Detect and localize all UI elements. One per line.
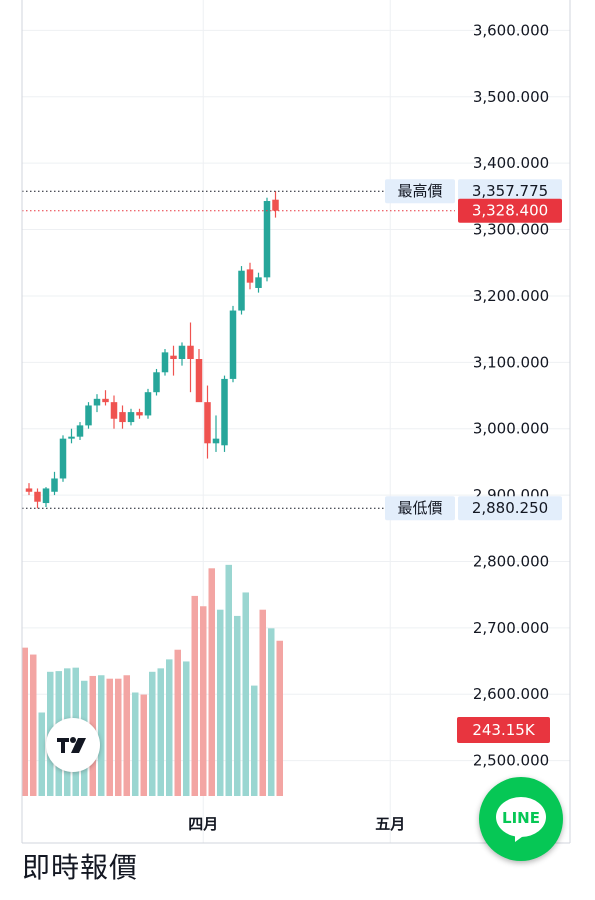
- candle-body: [187, 345, 194, 360]
- candle-body: [153, 372, 160, 393]
- price-markers: [22, 190, 455, 509]
- volume-bar: [115, 678, 122, 796]
- candle-body: [34, 491, 41, 502]
- candle-body: [161, 352, 169, 373]
- volume-bar: [183, 661, 190, 796]
- y-tick-label: 3,000.000: [473, 420, 549, 438]
- candle-body: [102, 398, 109, 403]
- volume-bar: [106, 678, 113, 796]
- candle-body: [76, 425, 84, 437]
- y-axis-ticks: 2,500.0002,600.0002,700.0002,800.0002,90…: [473, 21, 549, 769]
- y-tick-label: 2,800.000: [473, 552, 549, 570]
- y-tick-label: 3,600.000: [473, 21, 549, 39]
- volume-bar: [38, 712, 45, 796]
- low-value-tag-bg: [458, 496, 562, 521]
- volume-bar: [166, 659, 173, 796]
- volume-bar: [123, 675, 130, 796]
- candle-body: [93, 398, 101, 406]
- candle-body: [42, 488, 50, 504]
- candle-body: [178, 345, 186, 360]
- candle-body: [221, 378, 228, 446]
- low-label-tag-bg: [385, 496, 455, 521]
- x-tick-label: 五月: [375, 815, 405, 833]
- volume-bar: [217, 609, 224, 796]
- y-tick-label: 2,700.000: [473, 619, 549, 637]
- high-label-tag: 最高價: [397, 182, 442, 200]
- candle-body: [127, 412, 135, 423]
- volume-bar: [21, 647, 28, 796]
- x-tick-label: 四月: [188, 815, 218, 833]
- candle-body: [144, 392, 152, 416]
- candle-body: [59, 438, 67, 479]
- volume-bar: [225, 564, 232, 796]
- volume-bar: [208, 568, 215, 796]
- candle-body: [25, 488, 33, 492]
- volume-bar: [251, 685, 258, 796]
- y-tick-label: 3,100.000: [473, 353, 549, 371]
- high-value-tag: 3,357.775: [472, 182, 548, 200]
- x-axis-ticks: 四月 五月: [188, 815, 405, 833]
- candle-body: [85, 405, 92, 426]
- volume-bar: [98, 675, 105, 796]
- high-label-tag-bg: [385, 179, 455, 204]
- volume-bar: [30, 654, 37, 796]
- candle-body: [170, 355, 177, 360]
- line-logo-icon: LINE: [496, 797, 546, 842]
- y-tick-label: 3,400.000: [473, 154, 549, 172]
- candle-body: [68, 436, 75, 439]
- last-price-tag: 3,328.400: [472, 202, 548, 220]
- candle-body: [110, 402, 118, 419]
- candle-body: [272, 199, 279, 211]
- candle-body: [238, 270, 245, 311]
- volume-bar: [268, 628, 275, 796]
- y-tick-label: 2,500.000: [473, 752, 549, 770]
- last-volume-tag-bg: [457, 717, 550, 743]
- candle-body: [119, 412, 126, 423]
- candle-body: [246, 269, 254, 283]
- y-tick-label: 3,300.000: [473, 221, 549, 239]
- candle-body: [195, 359, 203, 403]
- tradingview-logo-icon[interactable]: [46, 718, 100, 772]
- candle-body: [212, 438, 220, 444]
- volume-bar: [234, 615, 241, 796]
- volume-bar: [149, 671, 156, 796]
- volume-bar: [276, 640, 283, 796]
- volume-bar: [242, 592, 249, 796]
- last-volume-tag: 243.15K: [472, 721, 535, 739]
- price-tags: 最高價 3,357.775 最低價 2,880.250 3,328.400 243.15K: [385, 179, 562, 743]
- volume-bar: [191, 595, 198, 796]
- volume-bar: [157, 668, 164, 796]
- volume-bar: [140, 694, 147, 796]
- line-share-button[interactable]: LINE: [479, 777, 563, 861]
- volume-bar: [200, 606, 207, 796]
- y-tick-label: 3,200.000: [473, 287, 549, 305]
- y-tick-label: 2,600.000: [473, 685, 549, 703]
- tradingview-mark-icon: [57, 737, 86, 753]
- low-label-tag: 最低價: [397, 499, 442, 517]
- low-value-tag: 2,880.250: [472, 499, 548, 517]
- candle-body: [255, 277, 262, 288]
- last-price-tag-bg: [458, 198, 562, 223]
- page-title: 即時報價: [22, 851, 139, 884]
- y-tick-label: 3,500.000: [473, 88, 549, 106]
- volume-bar: [174, 649, 181, 796]
- candle-body: [204, 402, 211, 444]
- candlesticks: [25, 191, 279, 509]
- candle-body: [136, 412, 143, 416]
- high-value-tag-bg: [458, 179, 562, 204]
- candle-body: [263, 201, 271, 278]
- candle-body: [51, 478, 58, 492]
- volume-bar: [132, 692, 139, 796]
- svg-text:LINE: LINE: [502, 809, 540, 827]
- candle-body: [229, 310, 237, 379]
- volume-bar: [259, 609, 266, 796]
